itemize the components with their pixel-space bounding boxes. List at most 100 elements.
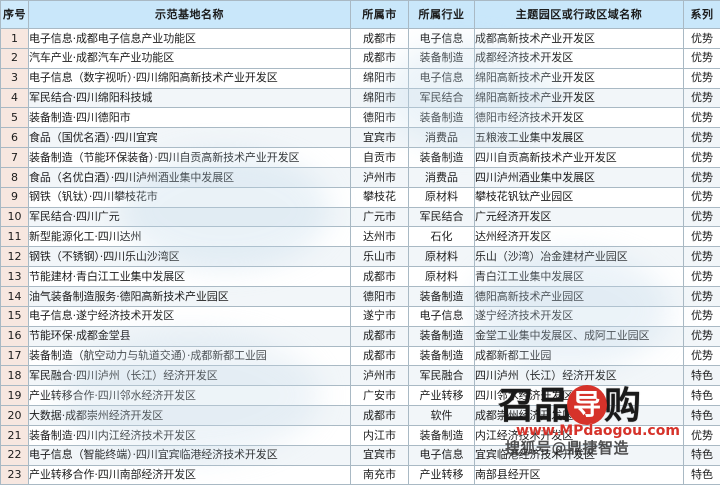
cell-name[interactable]: 装备制造·四川德阳市 <box>29 108 351 128</box>
cell-index[interactable]: 4 <box>1 88 29 108</box>
cell-industry[interactable]: 电子信息 <box>409 29 475 49</box>
cell-index[interactable]: 6 <box>1 128 29 148</box>
cell-industry[interactable]: 装备制造 <box>409 48 475 68</box>
cell-name[interactable]: 电子信息（数字视听）·四川绵阳高新技术产业开发区 <box>29 68 351 88</box>
cell-name[interactable]: 节能建材·青白江工业集中发展区 <box>29 267 351 287</box>
cell-series[interactable]: 优势 <box>684 207 720 227</box>
cell-industry[interactable]: 产业转移 <box>409 386 475 406</box>
cell-city[interactable]: 绵阳市 <box>351 88 409 108</box>
cell-index[interactable]: 15 <box>1 306 29 326</box>
cell-park[interactable]: 青白江工业集中发展区 <box>475 267 684 287</box>
cell-series[interactable]: 优势 <box>684 128 720 148</box>
cell-series[interactable]: 特色 <box>684 386 720 406</box>
cell-industry[interactable]: 石化 <box>409 227 475 247</box>
cell-name[interactable]: 食品（国优名酒）·四川宜宾 <box>29 128 351 148</box>
cell-index[interactable]: 11 <box>1 227 29 247</box>
cell-name[interactable]: 军民结合·四川广元 <box>29 207 351 227</box>
cell-series[interactable]: 优势 <box>684 88 720 108</box>
column-header-industry[interactable]: 所属行业 <box>409 1 475 29</box>
column-header-name[interactable]: 示范基地名称 <box>29 1 351 29</box>
cell-industry[interactable]: 装备制造 <box>409 286 475 306</box>
cell-park[interactable]: 绵阳高新技术产业开发区 <box>475 88 684 108</box>
cell-city[interactable]: 广元市 <box>351 207 409 227</box>
cell-series[interactable]: 优势 <box>684 306 720 326</box>
column-header-series[interactable]: 系列 <box>684 1 720 29</box>
cell-series[interactable]: 特色 <box>684 445 720 465</box>
cell-series[interactable]: 优势 <box>684 326 720 346</box>
cell-index[interactable]: 22 <box>1 445 29 465</box>
cell-city[interactable]: 宜宾市 <box>351 128 409 148</box>
cell-name[interactable]: 军民结合·四川绵阳科技城 <box>29 88 351 108</box>
cell-series[interactable]: 优势 <box>684 425 720 445</box>
cell-park[interactable]: 德阳高新技术产业园区 <box>475 286 684 306</box>
cell-park[interactable]: 绵阳高新技术产业开发区 <box>475 68 684 88</box>
cell-index[interactable]: 5 <box>1 108 29 128</box>
cell-industry[interactable]: 军民融合 <box>409 366 475 386</box>
cell-city[interactable]: 自贡市 <box>351 148 409 168</box>
cell-city[interactable]: 乐山市 <box>351 247 409 267</box>
cell-industry[interactable]: 装备制造 <box>409 346 475 366</box>
cell-index[interactable]: 16 <box>1 326 29 346</box>
cell-name[interactable]: 钢铁（钒钛）·四川攀枝花市 <box>29 187 351 207</box>
cell-park[interactable]: 宜宾临港经济技术开发区 <box>475 445 684 465</box>
cell-city[interactable]: 成都市 <box>351 29 409 49</box>
cell-index[interactable]: 3 <box>1 68 29 88</box>
cell-city[interactable]: 成都市 <box>351 346 409 366</box>
cell-index[interactable]: 8 <box>1 167 29 187</box>
cell-index[interactable]: 19 <box>1 386 29 406</box>
cell-park[interactable]: 金堂工业集中发展区、成阿工业园区 <box>475 326 684 346</box>
cell-name[interactable]: 装备制造·四川内江经济技术开发区 <box>29 425 351 445</box>
cell-name[interactable]: 电子信息·成都电子信息产业功能区 <box>29 29 351 49</box>
cell-industry[interactable]: 消费品 <box>409 128 475 148</box>
cell-industry[interactable]: 产业转移 <box>409 465 475 485</box>
cell-city[interactable]: 绵阳市 <box>351 68 409 88</box>
cell-name[interactable]: 新型能源化工·四川达州 <box>29 227 351 247</box>
cell-series[interactable]: 优势 <box>684 247 720 267</box>
cell-series[interactable]: 优势 <box>684 187 720 207</box>
cell-park[interactable]: 达州经济开发区 <box>475 227 684 247</box>
cell-city[interactable]: 德阳市 <box>351 108 409 128</box>
cell-city[interactable]: 达州市 <box>351 227 409 247</box>
cell-index[interactable]: 17 <box>1 346 29 366</box>
cell-series[interactable]: 特色 <box>684 366 720 386</box>
cell-name[interactable]: 大数据·成都崇州经济开发区 <box>29 406 351 426</box>
cell-park[interactable]: 乐山（沙湾）冶金建材产业园区 <box>475 247 684 267</box>
cell-city[interactable]: 泸州市 <box>351 366 409 386</box>
cell-park[interactable]: 四川自贡高新技术产业开发区 <box>475 148 684 168</box>
cell-industry[interactable]: 原材料 <box>409 267 475 287</box>
cell-city[interactable]: 成都市 <box>351 406 409 426</box>
cell-name[interactable]: 电子信息（智能终端）·四川宜宾临港经济技术开发区 <box>29 445 351 465</box>
cell-city[interactable]: 成都市 <box>351 326 409 346</box>
cell-park[interactable]: 四川泸州酒业集中发展区 <box>475 167 684 187</box>
cell-industry[interactable]: 军民结合 <box>409 88 475 108</box>
cell-name[interactable]: 钢铁（不锈钢）·四川乐山沙湾区 <box>29 247 351 267</box>
cell-index[interactable]: 20 <box>1 406 29 426</box>
cell-industry[interactable]: 装备制造 <box>409 108 475 128</box>
cell-park[interactable]: 成都高新技术产业开发区 <box>475 29 684 49</box>
cell-name[interactable]: 油气装备制造服务·德阳高新技术产业园区 <box>29 286 351 306</box>
cell-index[interactable]: 10 <box>1 207 29 227</box>
cell-park[interactable]: 内江经济技术开发区 <box>475 425 684 445</box>
cell-park[interactable]: 成都崇州经济开发区 <box>475 406 684 426</box>
cell-series[interactable]: 优势 <box>684 29 720 49</box>
cell-park[interactable]: 广元经济开发区 <box>475 207 684 227</box>
column-header-park[interactable]: 主题园区或行政区域名称 <box>475 1 684 29</box>
cell-park[interactable]: 遂宁经济技术开发区 <box>475 306 684 326</box>
cell-name[interactable]: 产业转移合作·四川南部经济开发区 <box>29 465 351 485</box>
cell-series[interactable]: 优势 <box>684 167 720 187</box>
cell-series[interactable]: 优势 <box>684 148 720 168</box>
cell-park[interactable]: 攀枝花钒钛产业园区 <box>475 187 684 207</box>
cell-series[interactable]: 优势 <box>684 286 720 306</box>
